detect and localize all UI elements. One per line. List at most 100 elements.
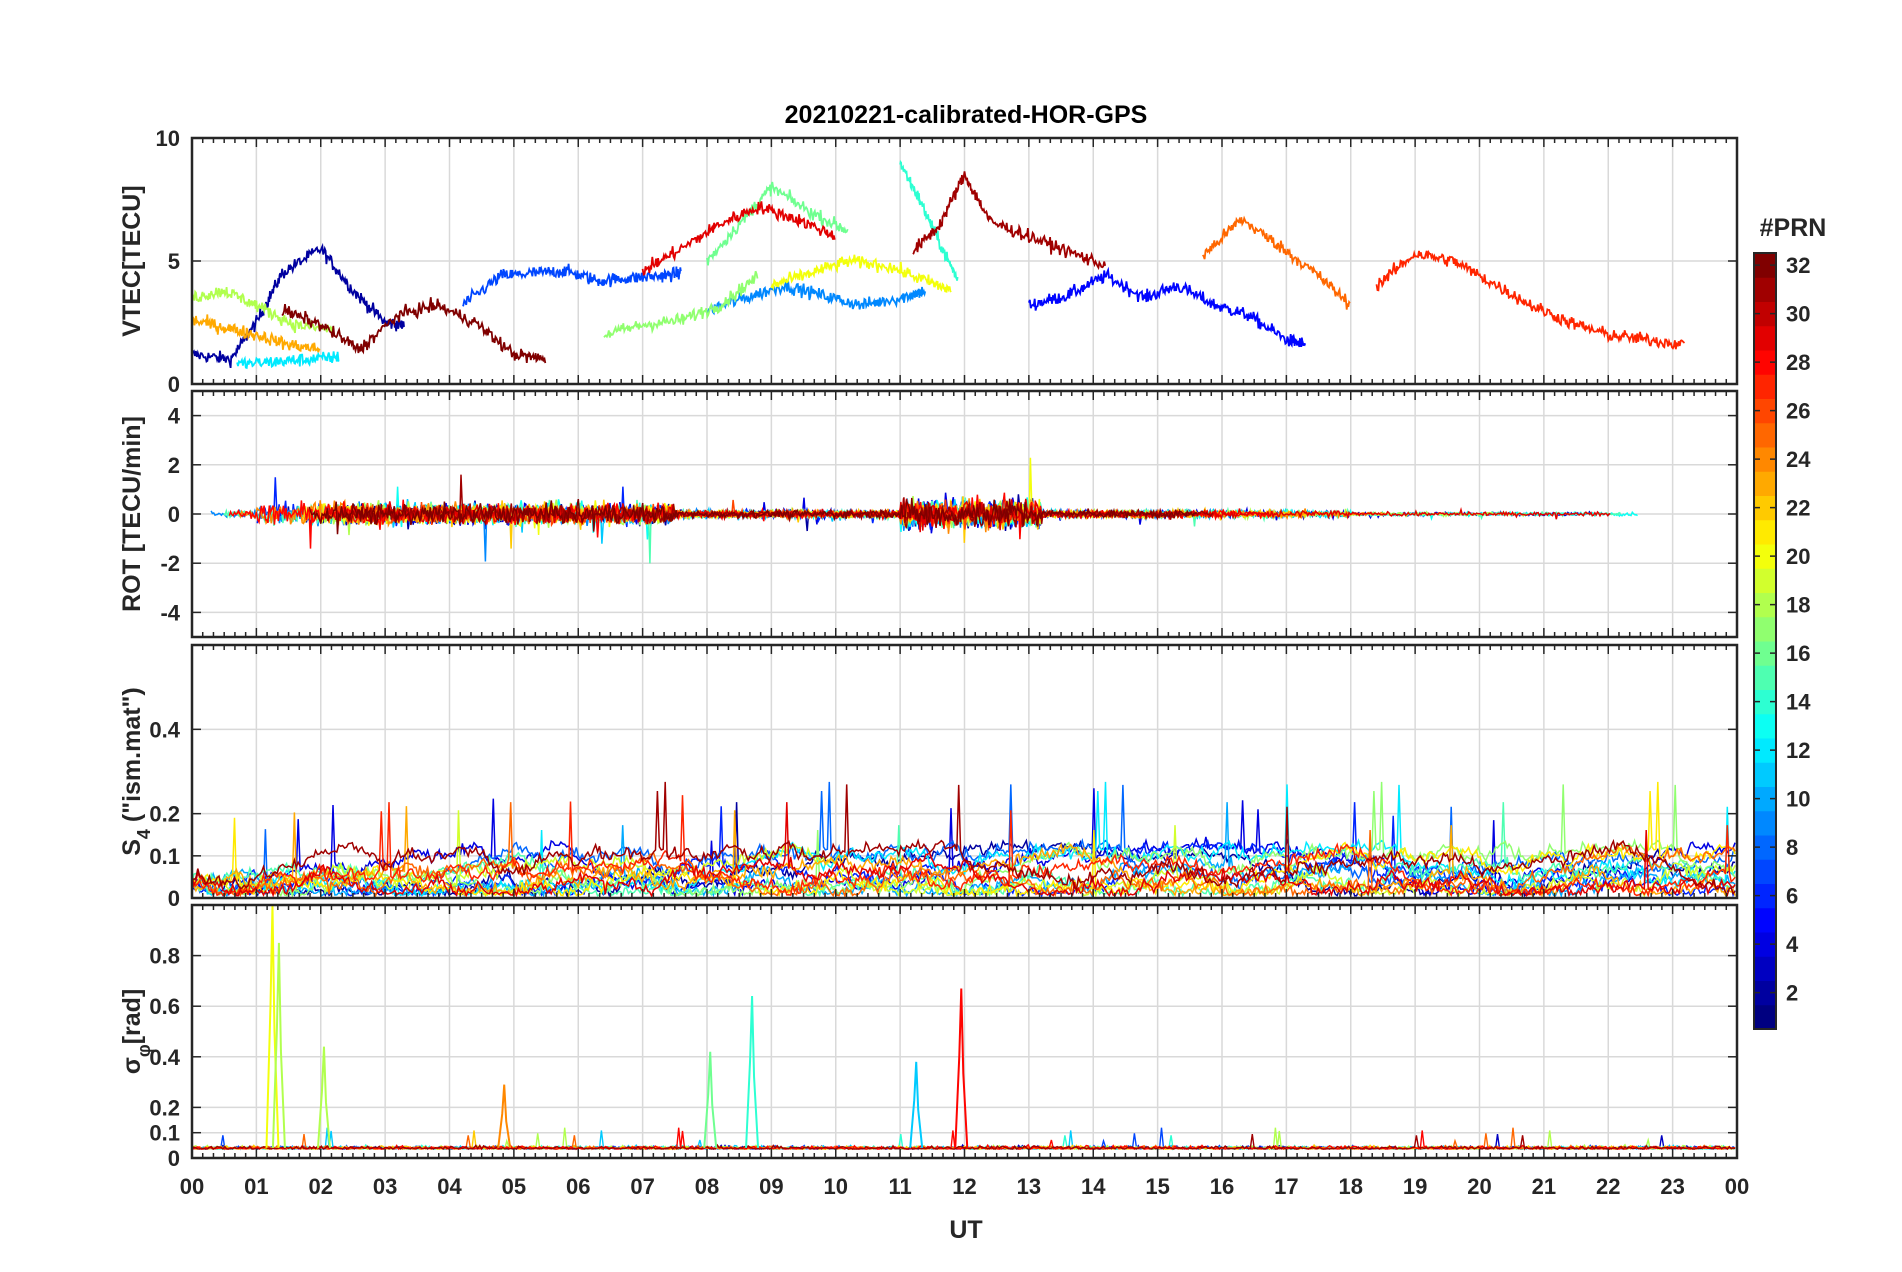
- s4-trace-prn-23: [192, 806, 1736, 898]
- x-tick-label: 13: [1017, 1174, 1041, 1199]
- vtec-trace-prn-16: [706, 181, 849, 266]
- x-tick-label: 15: [1145, 1174, 1169, 1199]
- sigma-spike-7: [954, 988, 969, 1148]
- rot-trace-prn-32: [308, 497, 1197, 535]
- s4-trace-prn-25: [192, 802, 1736, 898]
- y-tick-label: 0.4: [149, 1045, 180, 1070]
- colorbar-slice-12: [1754, 738, 1776, 763]
- panel-sigma_phi-traces: [192, 905, 1736, 1151]
- colorbar-tick-label: 24: [1786, 447, 1811, 472]
- x-axis: 00 01 02 03 04 05 06 07 08 09 10 11 12 13 14 15 16 17 18 19…: [180, 1174, 1749, 1199]
- panel-frame: [190, 136, 1739, 386]
- x-tick-label: 18: [1339, 1174, 1363, 1199]
- x-tick-label: 20: [1467, 1174, 1491, 1199]
- panel-frame: [190, 389, 1739, 639]
- x-tick-label: 09: [759, 1174, 783, 1199]
- y-axis-title: VTEC[TECU]: [118, 185, 146, 336]
- colorbar-tick-label: 8: [1786, 835, 1798, 860]
- vtec-trace-prn-29: [641, 201, 836, 277]
- y-tick-label: -4: [160, 600, 180, 625]
- colorbar-slice-18: [1754, 592, 1776, 618]
- colorbar-slice-3: [1754, 956, 1776, 981]
- colorbar-scale: [1754, 253, 1776, 1030]
- x-tick-label: 16: [1210, 1174, 1234, 1199]
- x-tick-label: 00: [180, 1174, 204, 1199]
- vtec-trace-prn-25: [1201, 215, 1351, 310]
- colorbar-slice-2: [1754, 980, 1776, 1006]
- x-tick-label: 10: [824, 1174, 848, 1199]
- vtec-trace-prn-7: [462, 263, 682, 307]
- x-tick-label: 23: [1660, 1174, 1684, 1199]
- colorbar-slice-8: [1754, 835, 1776, 860]
- colorbar-slice-6: [1754, 883, 1776, 909]
- x-tick-label: 06: [566, 1174, 590, 1199]
- colorbar-tick-label: 4: [1786, 932, 1799, 957]
- y-tick-label: 0.8: [149, 944, 180, 969]
- y-tick-label: 0.2: [149, 802, 180, 827]
- panel-s4: 0 0.1 0.2 0.4S4 ("ism.mat"): [118, 643, 1739, 911]
- y-axis-title: S4 ("ism.mat"): [118, 687, 154, 856]
- panel-rot-traces: [210, 457, 1638, 564]
- x-tick-label: 08: [695, 1174, 719, 1199]
- vtec-trace-prn-31: [912, 171, 1107, 271]
- y-tick-label: 0: [168, 502, 180, 527]
- colorbar-title: #PRN: [1760, 214, 1827, 242]
- colorbar-slice-19: [1754, 568, 1776, 593]
- x-tick-label: 07: [630, 1174, 654, 1199]
- vtec-trace-prn-18: [192, 286, 334, 334]
- colorbar-slice-15: [1754, 665, 1776, 690]
- x-tick-label: 19: [1403, 1174, 1427, 1199]
- colorbar-slice-17: [1754, 616, 1776, 642]
- colorbar-slice-29: [1754, 325, 1776, 351]
- y-axis-title: ROT [TECU/min]: [118, 416, 146, 612]
- x-tick-label: 11: [888, 1174, 911, 1199]
- x-tick-label: 14: [1081, 1174, 1106, 1199]
- x-tick-label: 02: [309, 1174, 333, 1199]
- colorbar-slice-25: [1754, 422, 1776, 448]
- y-tick-label: 2: [168, 453, 180, 478]
- y-axis-title: σφ[rad]: [118, 989, 154, 1075]
- colorbar-slice-10: [1754, 786, 1776, 812]
- colorbar-slice-21: [1754, 519, 1776, 545]
- panel-rot: -4 -2 0 2 4 ROT [TECU/min]: [118, 389, 1739, 639]
- colorbar-slice-14: [1754, 689, 1776, 715]
- x-axis-title: UT: [949, 1216, 982, 1244]
- colorbar-slice-28: [1754, 350, 1776, 375]
- sigma-spike-6: [909, 1061, 924, 1148]
- colorbar-tick-label: 18: [1786, 593, 1810, 618]
- x-tick-label: 21: [1532, 1174, 1556, 1199]
- y-tick-label: 0.6: [149, 994, 180, 1019]
- y-tick-label: 0.4: [149, 717, 180, 742]
- colorbar-slice-13: [1754, 713, 1776, 739]
- colorbar-slice-32: [1754, 253, 1776, 278]
- colorbar-slice-20: [1754, 544, 1776, 569]
- sigma-spike-4: [703, 1051, 718, 1148]
- s4-trace-prn-31: [192, 781, 1736, 897]
- colorbar-slice-31: [1754, 277, 1776, 302]
- x-tick-label: 17: [1274, 1174, 1298, 1199]
- colorbar-frame: [1753, 252, 1777, 1030]
- y-tick-label: 4: [168, 404, 181, 429]
- colorbar-slice-30: [1754, 301, 1776, 327]
- x-tick-label: 22: [1596, 1174, 1620, 1199]
- y-tick-label: 0.1: [149, 1121, 180, 1146]
- colorbar-slice-1: [1754, 1004, 1776, 1030]
- s4-trace-prn-27: [192, 795, 1736, 898]
- colorbar-tick-label: 32: [1786, 253, 1810, 278]
- y-tick-label: 10: [156, 126, 180, 151]
- vtec-trace-prn-32: [281, 297, 547, 364]
- y-tick-label: -2: [160, 551, 180, 576]
- colorbar-tick-label: 20: [1786, 544, 1810, 569]
- colorbar-slice-24: [1754, 447, 1776, 472]
- sigma-spike-1: [271, 942, 286, 1148]
- panel-vtec: 0 5 10 VTEC[TECU]: [118, 126, 1739, 397]
- y-tick-label: 0: [168, 372, 180, 397]
- colorbar-slice-9: [1754, 810, 1776, 836]
- colorbar-tick-label: 30: [1786, 302, 1810, 327]
- vtec-trace-prn-20: [770, 254, 952, 293]
- colorbar-slice-23: [1754, 471, 1776, 496]
- sigma-spike-3: [497, 1084, 512, 1149]
- colorbar-tick-label: 12: [1786, 738, 1810, 763]
